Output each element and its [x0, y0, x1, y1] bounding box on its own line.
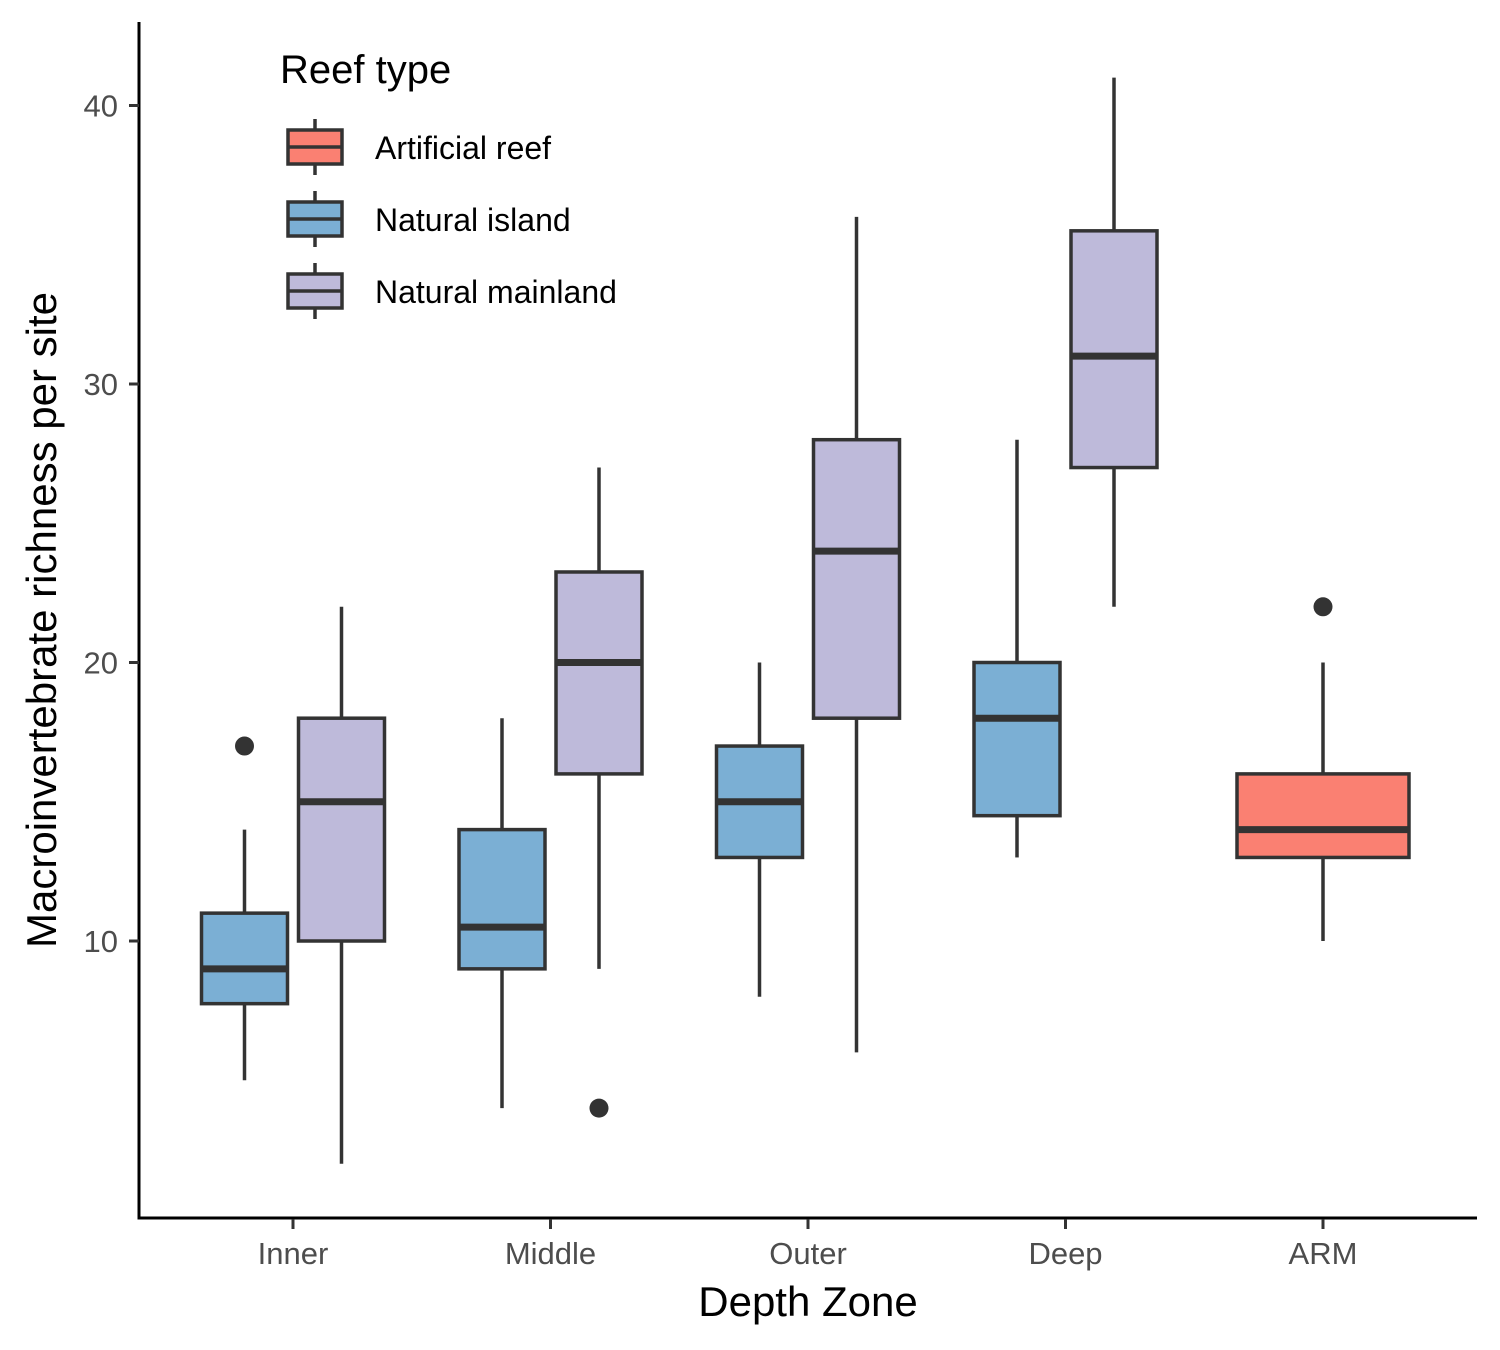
box-iqr — [457, 827, 547, 971]
box-iqr — [811, 437, 902, 720]
legend: Reef type Artificial reef Natural island N… — [280, 48, 617, 319]
outlier-point-0 — [589, 1098, 609, 1118]
y-axis-title: Macroinvertebrate richness per site — [18, 292, 65, 948]
box-natural-island-outer — [714, 662, 805, 997]
y-tick-label-10: 10 — [84, 924, 118, 959]
box-artificial-reef-arm — [1235, 597, 1411, 941]
outlier-point-0 — [235, 736, 254, 756]
box-natural-island-deep — [972, 439, 1062, 858]
box-iqr — [554, 570, 644, 776]
box-iqr — [972, 660, 1062, 818]
box-iqr — [296, 716, 387, 943]
legend-label: Natural island — [375, 202, 571, 238]
box-natural-island-middle — [457, 718, 547, 1109]
plot-area — [199, 77, 1411, 1164]
legend-entry-artificial-reef: Artificial reef — [286, 119, 551, 175]
box-natural-mainland-outer — [811, 216, 902, 1053]
legend-label: Natural mainland — [375, 274, 617, 310]
box-natural-mainland-deep — [1069, 77, 1159, 607]
legend-entry-natural-island: Natural island — [286, 191, 571, 247]
x-axis-title: Depth Zone — [698, 1278, 917, 1325]
box-iqr — [1235, 772, 1411, 860]
box-natural-mainland-inner — [296, 606, 387, 1164]
x-tick-label-outer: Outer — [769, 1236, 847, 1271]
x-tick-label-deep: Deep — [1028, 1236, 1102, 1271]
box-natural-island-inner — [199, 736, 290, 1081]
legend-entry-natural-mainland: Natural mainland — [286, 263, 617, 319]
outlier-point-0 — [1313, 597, 1333, 617]
y-tick-label-40: 40 — [84, 89, 118, 124]
y-tick-label-20: 20 — [84, 646, 118, 681]
ticks: 10 20 30 40 Inner Middle Outer Deep ARM — [84, 89, 1358, 1272]
legend-label: Artificial reef — [375, 130, 551, 166]
x-tick-label-arm: ARM — [1289, 1236, 1358, 1271]
legend-title: Reef type — [280, 48, 451, 92]
x-tick-label-inner: Inner — [258, 1236, 329, 1271]
axes — [137, 22, 1477, 1220]
box-iqr — [1069, 229, 1159, 470]
y-tick-label-30: 30 — [84, 367, 118, 402]
box-natural-mainland-middle — [554, 467, 644, 1118]
x-tick-label-middle: Middle — [505, 1236, 596, 1271]
box-iqr — [199, 911, 290, 1006]
